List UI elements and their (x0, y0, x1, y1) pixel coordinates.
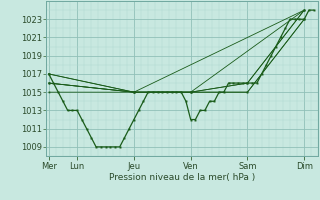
X-axis label: Pression niveau de la mer( hPa ): Pression niveau de la mer( hPa ) (109, 173, 256, 182)
